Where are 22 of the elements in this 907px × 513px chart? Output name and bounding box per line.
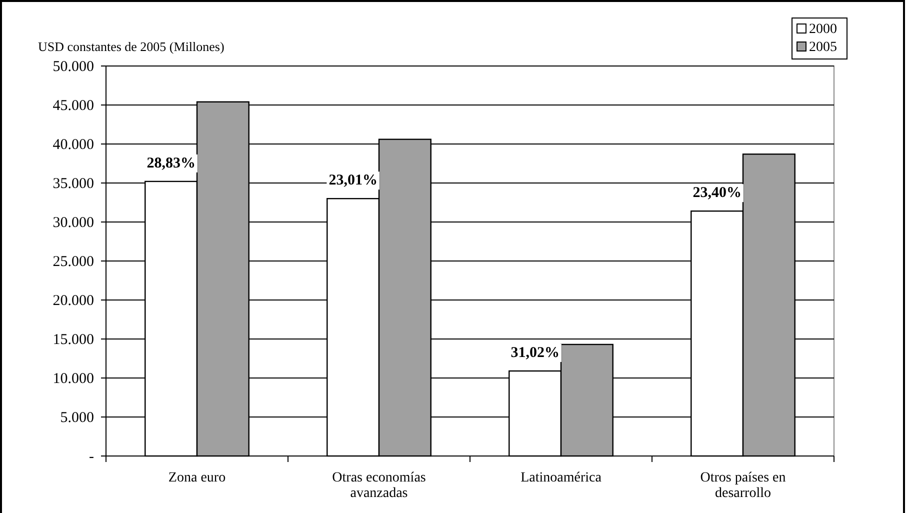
- y-tick-label: 50.000: [52, 58, 94, 75]
- y-tick-label: 5.000: [60, 410, 94, 426]
- y-tick-label: 40.000: [52, 136, 94, 153]
- x-tick-label: Zona euro: [168, 470, 226, 486]
- legend-label: 2005: [809, 40, 837, 55]
- y-tick-label: 35.000: [52, 176, 94, 192]
- annotation: 23,01%: [328, 172, 378, 189]
- y-tick-label: 25.000: [52, 254, 94, 270]
- y-tick-label: 10.000: [52, 370, 94, 387]
- y-tick-label: 45.000: [52, 98, 94, 114]
- annotation: 31,02%: [510, 344, 560, 361]
- x-tick-label: Otros países en desarrollo: [700, 470, 786, 501]
- y-tick-label: 30.000: [52, 214, 94, 231]
- legend-label: 2000: [809, 22, 837, 37]
- x-tick-label: Otras economías avanzadas: [332, 470, 426, 501]
- x-tick-label: Latinoamérica: [520, 470, 602, 486]
- y-tick-label: 15.000: [52, 332, 94, 348]
- y-axis-title: USD constantes de 2005 (Millones): [38, 39, 224, 54]
- annotation: 28,83%: [146, 155, 196, 172]
- y-tick-label: 20.000: [52, 292, 94, 309]
- annotation: 23,40%: [692, 185, 742, 202]
- y-tick-label: -: [89, 448, 94, 465]
